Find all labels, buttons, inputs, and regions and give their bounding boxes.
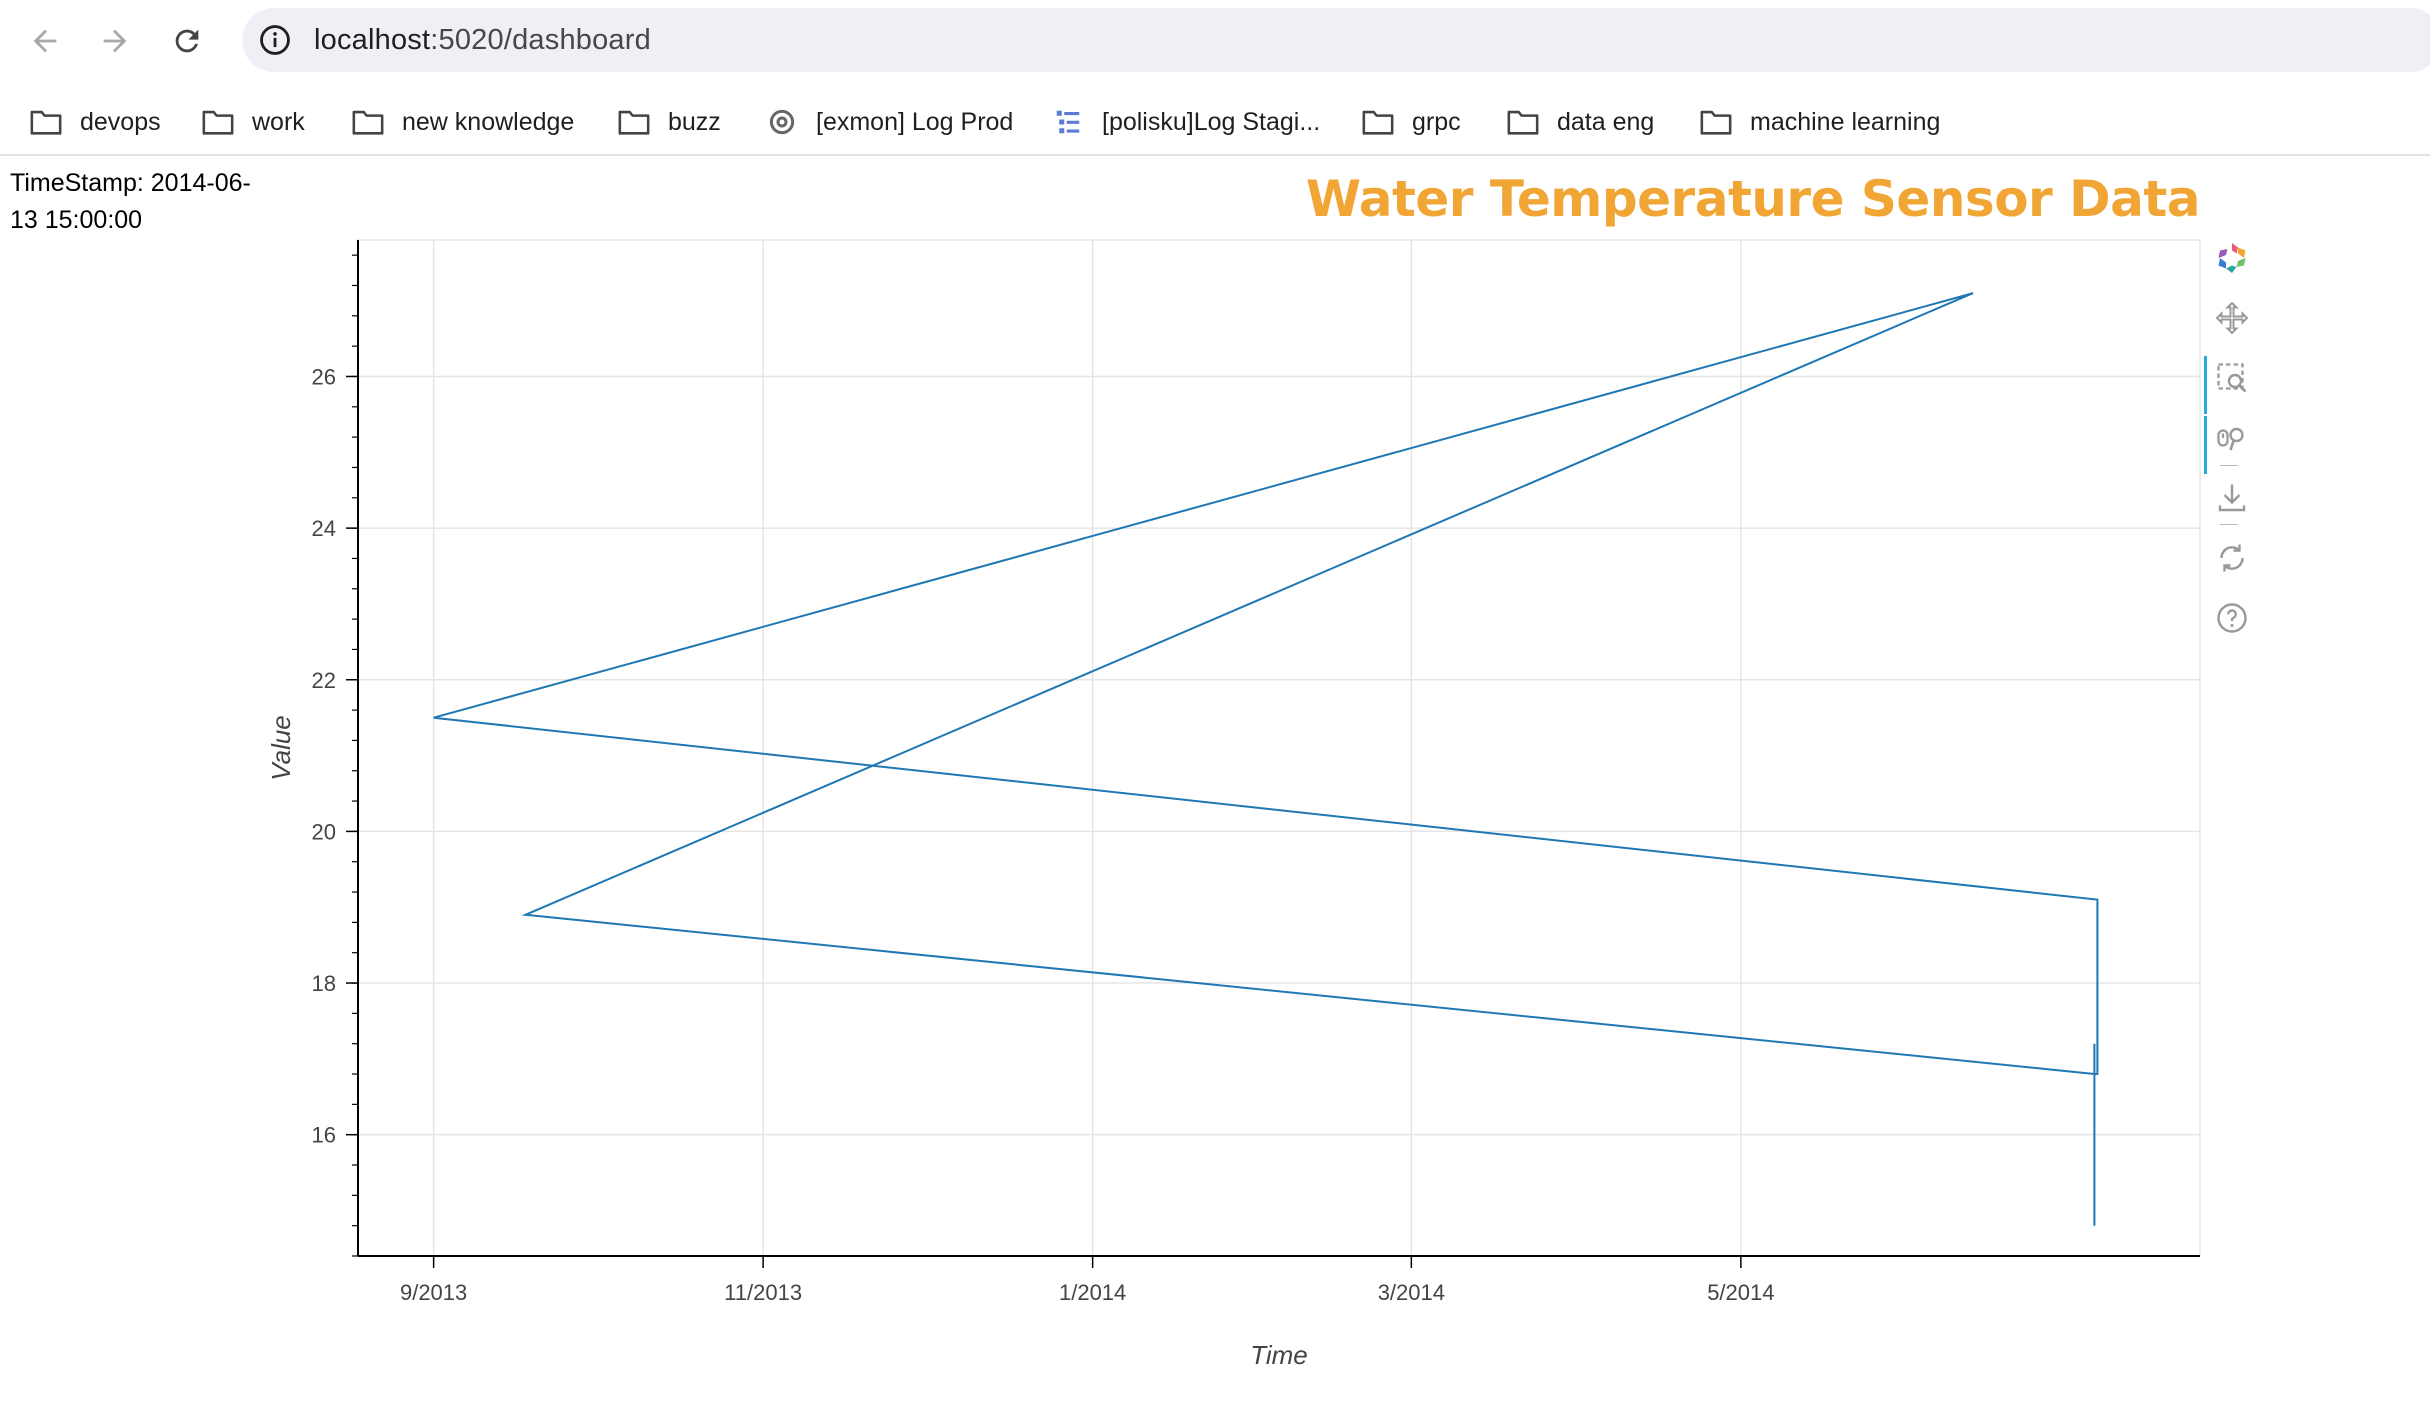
timestamp-label: TimeStamp: 2014-06-13 15:00:00 <box>10 169 251 234</box>
folder-icon <box>1360 107 1396 137</box>
help-icon <box>2214 600 2250 641</box>
bookmark-label: devops <box>80 107 161 136</box>
browser-toolbar: localhost:5020/dashboard <box>0 0 2430 80</box>
bookmarks-bar: devops work new knowledge buzz [exmon] Log P… <box>0 88 2430 156</box>
forward-button[interactable] <box>84 14 146 68</box>
address-bar[interactable]: localhost:5020/dashboard <box>242 8 2430 72</box>
y-tick-label: 22 <box>312 668 336 693</box>
bokeh-logo-icon <box>2214 240 2250 281</box>
x-tick-label: 5/2014 <box>1707 1280 1774 1305</box>
folder-icon <box>1698 107 1734 137</box>
plot-frame <box>357 239 2201 1257</box>
pan-icon <box>2214 300 2250 341</box>
bookmark-label: buzz <box>668 107 721 136</box>
bookmark-label: grpc <box>1412 107 1461 136</box>
y-tick-label: 24 <box>312 516 336 541</box>
box-zoom-tool[interactable] <box>2204 354 2260 414</box>
data-series-line <box>433 292 2099 1226</box>
save-tool[interactable] <box>2204 474 2260 526</box>
x-axis-label: Time <box>1250 1340 1308 1370</box>
folder-icon <box>350 107 386 137</box>
wheel-zoom-icon <box>2214 420 2250 461</box>
bookmark-label: new knowledge <box>402 107 575 136</box>
bookmark-label: work <box>252 107 305 136</box>
x-tick-label: 1/2014 <box>1059 1280 1126 1305</box>
folder-icon <box>200 107 236 137</box>
save-icon <box>2214 480 2250 521</box>
y-axis-label: Value <box>266 715 296 781</box>
chart-toolbar <box>2200 234 2260 654</box>
toolbar-separator <box>2220 524 2238 525</box>
box-zoom-icon <box>2214 360 2250 401</box>
url-host: localhost <box>314 24 431 56</box>
y-tick-label: 26 <box>312 364 336 389</box>
url-path: :5020/dashboard <box>430 24 651 56</box>
y-tick-label: 16 <box>312 1123 336 1148</box>
x-tick-label: 3/2014 <box>1378 1280 1445 1305</box>
bookmark-item[interactable]: machine learning <box>1698 102 1940 142</box>
chart-title: Water Temperature Sensor Data <box>1305 170 2201 228</box>
info-icon[interactable] <box>258 23 292 57</box>
reset-icon <box>2214 540 2250 581</box>
folder-icon <box>28 107 64 137</box>
bookmark-item[interactable]: data eng <box>1505 102 1654 142</box>
folder-icon <box>1505 107 1541 137</box>
arrow-right-icon <box>103 29 127 53</box>
y-tick-label: 18 <box>312 971 336 996</box>
pan-tool[interactable] <box>2204 294 2260 346</box>
folder-icon <box>616 107 652 137</box>
bookmark-label: machine learning <box>1750 107 1941 136</box>
x-tick-label: 9/2013 <box>400 1280 467 1305</box>
bookmark-item[interactable]: work <box>200 102 305 142</box>
arrow-left-icon <box>33 29 57 53</box>
bookmark-label: data eng <box>1557 107 1655 136</box>
bookmark-item[interactable]: grpc <box>1360 102 1461 142</box>
reset-tool[interactable] <box>2204 534 2260 586</box>
bookmark-label: [polisku]Log Stagi... <box>1102 107 1321 136</box>
settings-favicon-icon <box>764 107 800 137</box>
bookmark-item[interactable]: new knowledge <box>350 102 574 142</box>
wheel-zoom-tool[interactable] <box>2204 414 2260 474</box>
toolbar-separator <box>2220 465 2238 466</box>
bookmark-item[interactable]: buzz <box>616 102 721 142</box>
help-tool[interactable] <box>2204 594 2260 646</box>
bokeh-logo-tool[interactable] <box>2204 234 2260 286</box>
bookmark-label: [exmon] Log Prod <box>816 107 1014 136</box>
bookmark-item[interactable]: devops <box>28 102 161 142</box>
x-tick-label: 11/2013 <box>724 1280 802 1305</box>
url-text[interactable]: localhost:5020/dashboard <box>314 23 651 57</box>
bookmark-item[interactable]: [polisku]Log Stagi... <box>1050 102 1320 142</box>
bookmark-item[interactable]: [exmon] Log Prod <box>764 102 1013 142</box>
y-tick-label: 20 <box>312 819 336 844</box>
list-favicon-icon <box>1050 107 1086 137</box>
back-button[interactable] <box>14 14 76 68</box>
